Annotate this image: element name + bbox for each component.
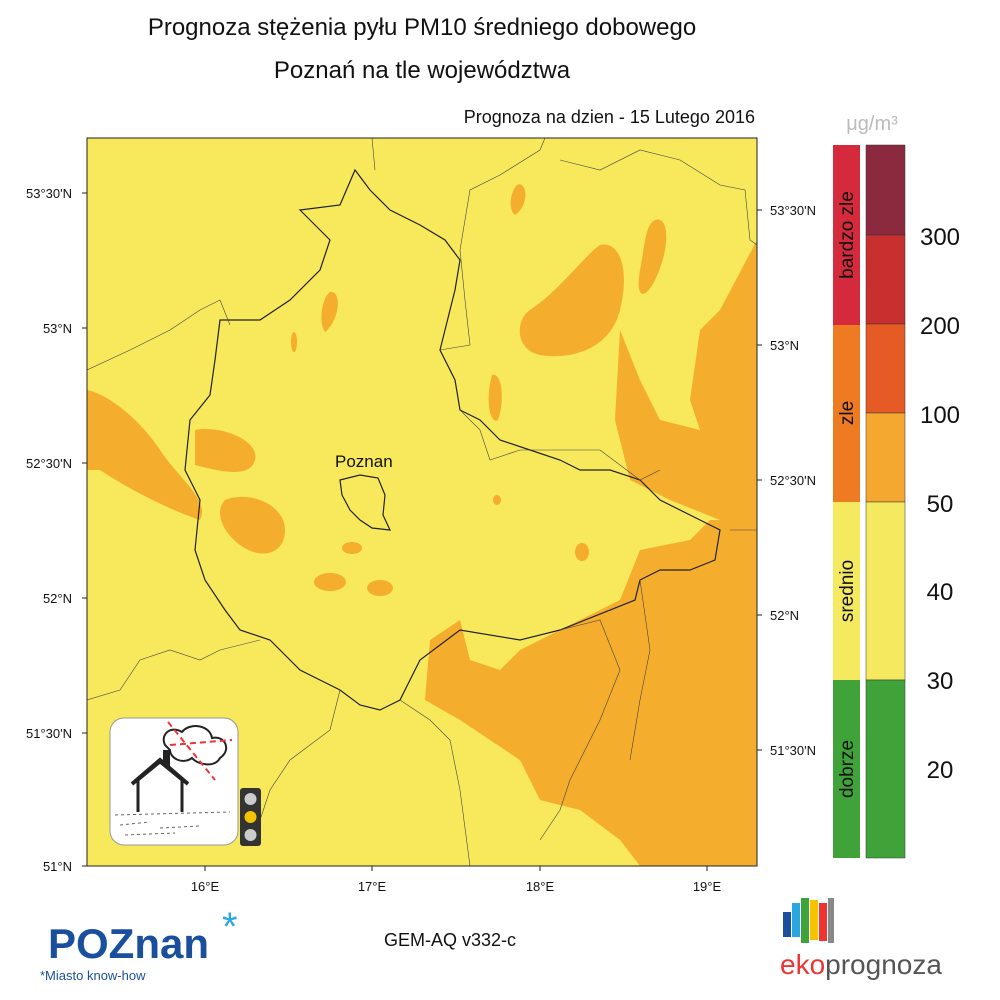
date-label: Prognoza na dzien - 15 Lutego 2016 bbox=[464, 107, 755, 127]
legend-category: zle bbox=[837, 401, 858, 425]
legend-swatch bbox=[833, 325, 860, 502]
legend-swatch bbox=[865, 412, 906, 503]
lat-label: 53°30'N bbox=[26, 186, 72, 201]
lon-label: 18°E bbox=[526, 879, 555, 894]
lat-label: 52°N bbox=[770, 608, 799, 623]
logo-tagline: *Miasto know-how bbox=[40, 968, 146, 983]
pollution-area bbox=[510, 184, 526, 215]
legend-category: srednio bbox=[837, 560, 858, 622]
logo-text-a: eko bbox=[780, 949, 825, 980]
map: Poznan bbox=[86, 137, 758, 867]
lat-label: 52°N bbox=[43, 591, 72, 606]
axis-labels: 53°30'N 53°N 52°30'N 52°N 51°30'N 51°N 53°30'N… bbox=[26, 186, 816, 894]
lat-label: 52°30'N bbox=[770, 473, 816, 488]
legend-swatch bbox=[833, 145, 860, 325]
map-frame bbox=[86, 137, 758, 867]
legend-level: 300 bbox=[920, 224, 960, 251]
legend-level: 20 bbox=[927, 757, 954, 784]
logo-text: POZnan bbox=[48, 920, 209, 967]
inset-icon bbox=[109, 717, 239, 846]
lon-label: 17°E bbox=[358, 879, 387, 894]
pollution-area bbox=[314, 573, 346, 591]
model-label: GEM-AQ v332-c bbox=[384, 930, 516, 950]
pollution-area bbox=[220, 496, 285, 554]
title: Prognoza stężenia pyłu PM10 średniego do… bbox=[148, 14, 696, 41]
lat-label: 51°30'N bbox=[770, 743, 816, 758]
pollution-area bbox=[367, 580, 393, 596]
legend-swatch bbox=[865, 501, 906, 681]
legend-unit: μg/m³ bbox=[846, 113, 898, 135]
pollution-area bbox=[488, 374, 502, 421]
logo-poznan: POZnan * *Miasto know-how bbox=[40, 905, 238, 983]
legend-swatch bbox=[865, 144, 906, 236]
legend-swatch bbox=[865, 234, 906, 325]
traffic-light bbox=[240, 788, 261, 846]
lon-label: 16°E bbox=[191, 879, 220, 894]
logo-ekoprognoza: ekoprognoza bbox=[780, 898, 942, 980]
lat-label: 53°N bbox=[770, 338, 799, 353]
pollution-area bbox=[638, 219, 667, 294]
logo-asterisk: * bbox=[222, 905, 238, 949]
legend-level: 40 bbox=[927, 579, 954, 606]
subtitle: Poznań na tle województwa bbox=[274, 57, 571, 84]
pollution-area bbox=[493, 495, 501, 505]
lat-label: 51°N bbox=[43, 859, 72, 874]
pollution-area bbox=[291, 332, 297, 352]
pollution-area bbox=[195, 429, 256, 472]
legend-category: bardzo zle bbox=[837, 191, 858, 279]
lat-label: 51°30'N bbox=[26, 726, 72, 741]
pollution-area bbox=[575, 543, 589, 561]
logo-text: ekoprognoza bbox=[780, 949, 942, 980]
pollution-area bbox=[342, 542, 362, 554]
legend-swatch bbox=[833, 680, 860, 858]
legend-level: 30 bbox=[927, 668, 954, 695]
legend-category: dobrze bbox=[837, 740, 858, 798]
pollution-area bbox=[615, 240, 757, 520]
pollution-area bbox=[425, 520, 757, 866]
region-border bbox=[87, 138, 757, 866]
legend-level: 200 bbox=[920, 313, 960, 340]
city-label: Poznan bbox=[335, 452, 393, 471]
logo-text-b: prognoza bbox=[825, 949, 942, 980]
lon-label: 19°E bbox=[693, 879, 722, 894]
legend-swatch bbox=[865, 679, 906, 859]
pollution-area bbox=[321, 291, 338, 332]
legend-swatch bbox=[865, 323, 906, 414]
legend-level: 50 bbox=[927, 491, 954, 518]
lat-label: 53°30'N bbox=[770, 203, 816, 218]
lat-label: 53°N bbox=[43, 321, 72, 336]
legend-swatch bbox=[833, 502, 860, 680]
legend-level: 100 bbox=[920, 402, 960, 429]
city-border bbox=[339, 474, 391, 531]
lat-label: 52°30'N bbox=[26, 456, 72, 471]
pollution-area bbox=[87, 390, 202, 520]
pollution-area bbox=[519, 244, 624, 357]
legend: μg/m³ bardzo zle zle srednio dobrze 300 200 10… bbox=[833, 113, 960, 859]
